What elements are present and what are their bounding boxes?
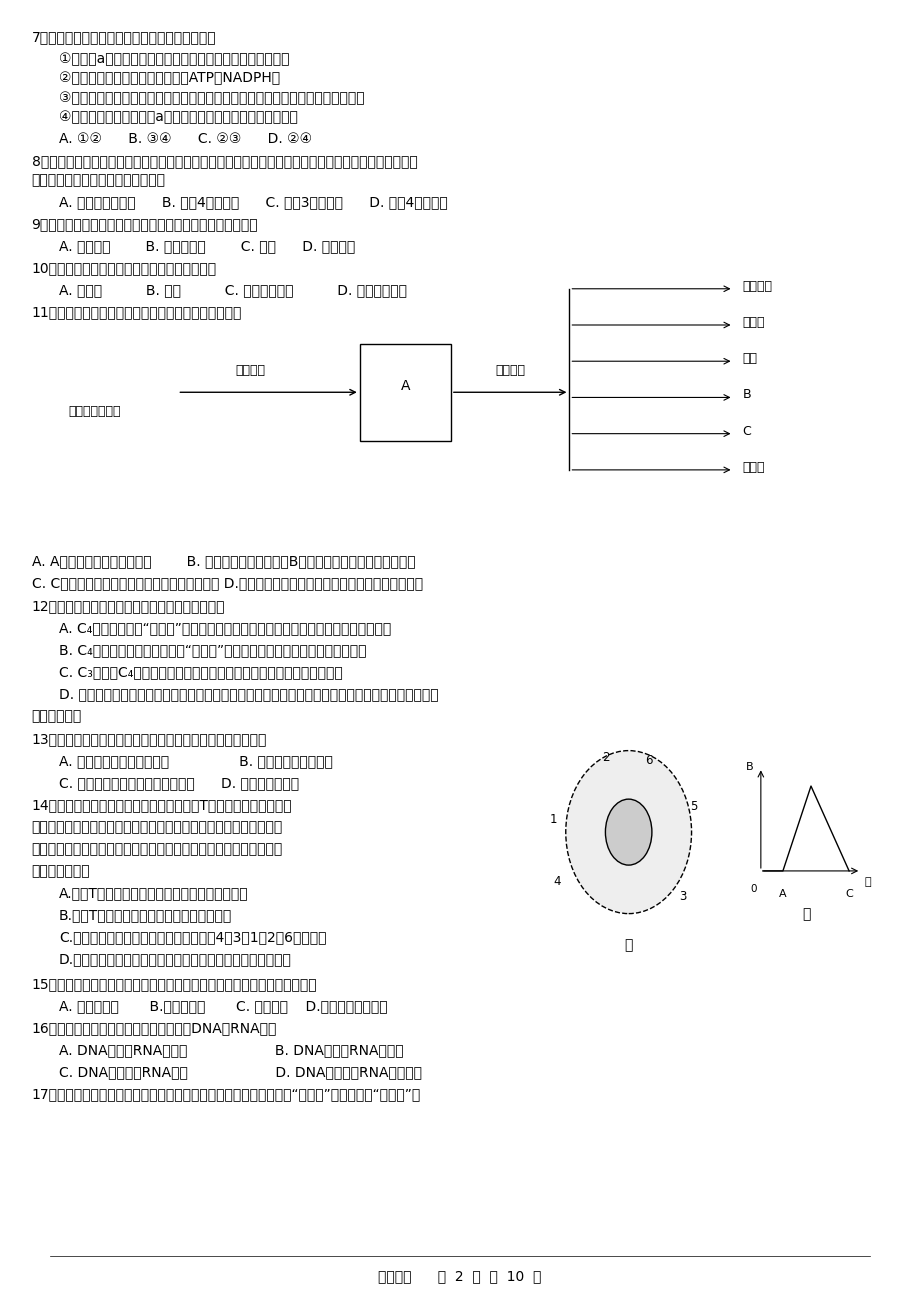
Text: 汗腺: 汗腺: [742, 352, 756, 365]
Text: 立毛肌: 立毛肌: [742, 316, 765, 329]
Text: 6: 6: [644, 754, 652, 767]
Text: B: B: [742, 388, 751, 401]
Text: 传入神经: 传入神经: [235, 363, 265, 376]
Text: A. 细胞融合        B. 单倍体育种        C. 克隆      D. 组织培养: A. 细胞融合 B. 单倍体育种 C. 克隆 D. 组织培养: [59, 240, 355, 254]
Text: 生物试卷      第  2  页  共  10  页: 生物试卷 第 2 页 共 10 页: [378, 1269, 541, 1284]
Text: C. C分泌的肾上腺素与甲状腺激素具有协同作用 D.在炎热环境时，人体主要通过减少产热来调节体温: C. C分泌的肾上腺素与甲状腺激素具有协同作用 D.在炎热环境时，人体主要通过减…: [31, 575, 422, 590]
Text: 15、在离体的植物器官、组织或细胞脱分化形成愈伤组织的过程中，不需要: 15、在离体的植物器官、组织或细胞脱分化形成愈伤组织的过程中，不需要: [31, 976, 317, 991]
Text: 14、研究表明在人体细胞免疫过程中，效应T细胞能够分泌一种称为: 14、研究表明在人体细胞免疫过程中，效应T细胞能够分泌一种称为: [31, 798, 292, 812]
Text: A. 具有控制相对性状的基因                B. 基因按分离定律遗传: A. 具有控制相对性状的基因 B. 基因按分离定律遗传: [59, 754, 333, 768]
Text: 17、科研人员采用基因工程技术将人胰岛素基因导入大肠杆菌，获得“工程菌”。通过对该“工程菌”大: 17、科研人员采用基因工程技术将人胰岛素基因导入大肠杆菌，获得“工程菌”。通过对…: [31, 1087, 420, 1101]
Text: 甲状腺: 甲状腺: [742, 461, 765, 474]
Text: A. ①②      B. ③④      C. ②③      D. ②④: A. ①② B. ③④ C. ②③ D. ②④: [59, 133, 312, 146]
Text: ④光照条件下某些叶綠素a能不断丢失和获得电子而形成电子流: ④光照条件下某些叶綠素a能不断丢失和获得电子而形成电子流: [59, 111, 298, 124]
Text: ③不同季节将光能转化为电能的色素不同，叶子变黄后主要是依颍叶黄素进行转化: ③不同季节将光能转化为电能的色素不同，叶子变黄后主要是依颍叶黄素进行转化: [59, 91, 364, 105]
Text: 12、下列有关光合作用和生物固氮的叙述正确的是: 12、下列有关光合作用和生物固氮的叙述正确的是: [31, 599, 225, 613]
Text: 乙: 乙: [801, 907, 810, 921]
Text: B.效应T细胞分泌穿孔素的过程属于效应阶段: B.效应T细胞分泌穿孔素的过程属于效应阶段: [59, 909, 232, 922]
Text: 皮肤温度感受器: 皮肤温度感受器: [68, 405, 120, 418]
Text: A.效应T细胞识别靶细胞与细胞膜上的糖蛋白有关: A.效应T细胞识别靶细胞与细胞膜上的糖蛋白有关: [59, 887, 248, 901]
Text: C: C: [742, 424, 751, 437]
Text: A: A: [778, 889, 786, 900]
Text: 2: 2: [601, 750, 609, 763]
Text: 皮肤血管: 皮肤血管: [742, 280, 772, 293]
Text: 1: 1: [550, 812, 557, 825]
Text: 传出神经: 传出神经: [494, 363, 525, 376]
Text: 7、下列有关光合作用光反应的说法中，正确的是: 7、下列有关光合作用光反应的说法中，正确的是: [31, 30, 216, 44]
Text: 可能对其编码的蛋白质结构影响最小: 可能对其编码的蛋白质结构影响最小: [31, 173, 165, 187]
Text: 0: 0: [750, 884, 756, 894]
Text: C. 基因结构分为编码区和非编码区      D. 基因不均等分配: C. 基因结构分为编码区和非编码区 D. 基因不均等分配: [59, 776, 299, 790]
Text: 说法不正确的是: 说法不正确的是: [31, 865, 90, 879]
Text: 11、下图为人体体温调节示意图，相关叙述不正确的是: 11、下图为人体体温调节示意图，相关叙述不正确的是: [31, 306, 242, 319]
Text: 9、下列生物技术中，可以克服植物杂交的远缘不亲和性的是: 9、下列生物技术中，可以克服植物杂交的远缘不亲和性的是: [31, 217, 258, 232]
Text: A. 置换单个碘基对      B. 增加4个碘基对      C. 缺匱3个碘基对      D. 缺匱4个碘基对: A. 置换单个碘基对 B. 增加4个碘基对 C. 缺匱3个碘基对 D. 缺匱4个…: [59, 195, 448, 210]
Text: D. 豆科植物与根瘤菌的互利共生关系主要体现在豆科植物从根瘤菌获得含氮有机物，根瘤菌从豆科植: D. 豆科植物与根瘤菌的互利共生关系主要体现在豆科植物从根瘤菌获得含氮有机物，根…: [59, 687, 438, 702]
Text: A. A为下丘脑，体温调节中枢        B. 人体受到寒冷刺激时，B骨骼肌会不自主战栅，热量增加: A. A为下丘脑，体温调节中枢 B. 人体受到寒冷刺激时，B骨骼肌会不自主战栅，…: [31, 553, 414, 568]
Ellipse shape: [565, 751, 691, 914]
Text: 时: 时: [864, 878, 870, 888]
Text: 5: 5: [690, 799, 698, 812]
Text: 物获得葡萄糖: 物获得葡萄糖: [31, 710, 82, 723]
Text: A. DNA相同，RNA也相同                    B. DNA相同，RNA不相同: A. DNA相同，RNA也相同 B. DNA相同，RNA不相同: [59, 1043, 403, 1057]
Text: B. C₄植物进行光合作用时，呈“花环型”的两圈细胞，只有内层细胞能合成淠粉: B. C₄植物进行光合作用时，呈“花环型”的两圈细胞，只有内层细胞能合成淠粉: [59, 643, 366, 658]
Text: C: C: [845, 889, 852, 900]
Text: 穿孔素的蛋白质。穿孔素可将被病毒感染的细胞或肿瘤细胞的膜溶解: 穿孔素的蛋白质。穿孔素可将被病毒感染的细胞或肿瘤细胞的膜溶解: [31, 820, 282, 835]
Text: C.穿孔素的合成及分泌需依次经过甲图中4、3、1、2、6等细胞器: C.穿孔素的合成及分泌需依次经过甲图中4、3、1、2、6等细胞器: [59, 931, 326, 944]
Text: 4: 4: [553, 875, 561, 888]
Text: A. 充足的光照       B.适宜的温度       C. 消毒灯菌    D.适宜的养料和激素: A. 充足的光照 B.适宜的温度 C. 消毒灯菌 D.适宜的养料和激素: [59, 999, 387, 1013]
Ellipse shape: [605, 799, 652, 865]
Text: 13、细胞质基因与细胞核基因比较，细胞质基因特有的特点是: 13、细胞质基因与细胞核基因比较，细胞质基因特有的特点是: [31, 733, 267, 746]
Text: ①叶綠素a失去电子即成为强氧化剂，失去的电子将转移给水: ①叶綠素a失去电子即成为强氧化剂，失去的电子将转移给水: [59, 52, 289, 66]
Text: A. C₄植物叶片内呈“花环型”的两圈细胞，由外到内依次是部分叶肉细胞和维管束细胞: A. C₄植物叶片内呈“花环型”的两圈细胞，由外到内依次是部分叶肉细胞和维管束细…: [59, 621, 391, 635]
Text: ②电能转化的活跃化学能可储存在ATP和NADPH中: ②电能转化的活跃化学能可储存在ATP和NADPH中: [59, 72, 279, 86]
Text: C. C₃植物和C₄植物细胞内的所有叶綠体色素都能吸收、传递和转换光能: C. C₃植物和C₄植物细胞内的所有叶綠体色素都能吸收、传递和转换光能: [59, 665, 342, 680]
Text: 10、下列除什么性状外，均由细菌质粒基因控制: 10、下列除什么性状外，均由细菌质粒基因控制: [31, 262, 216, 276]
Text: 3: 3: [679, 891, 686, 904]
Text: B: B: [745, 762, 753, 772]
Bar: [359, 344, 450, 441]
Text: D.经抗原刺激后，体内穿孔素含量随时间的变化可用乙图表示: D.经抗原刺激后，体内穿孔素含量随时间的变化可用乙图表示: [59, 953, 291, 966]
Text: 而形成孔洞，导致这些靶细胞解体死亡。下列与这一免疫过程有关的: 而形成孔洞，导致这些靶细胞解体死亡。下列与这一免疫过程有关的: [31, 842, 282, 857]
Text: C. DNA不相同，RNA相同                    D. DNA不相同，RNA也不相同: C. DNA不相同，RNA相同 D. DNA不相同，RNA也不相同: [59, 1065, 422, 1079]
Text: 16、大熊猫身体不同的组织细胞中所含的DNA和RNA是：: 16、大熊猫身体不同的组织细胞中所含的DNA和RNA是：: [31, 1021, 277, 1035]
Text: 8、原核生物中某一基因的编码区起始端减少了一个碘基对。在缺失位点的附近，再发生下列哪种情况有: 8、原核生物中某一基因的编码区起始端减少了一个碘基对。在缺失位点的附近，再发生下…: [31, 154, 417, 168]
Text: A: A: [400, 379, 410, 393]
Text: 甲: 甲: [624, 939, 632, 952]
Text: A. 抗药性          B. 固氮          C. 抗生素的合成          D. 呼吸酶的合成: A. 抗药性 B. 固氮 C. 抗生素的合成 D. 呼吸酶的合成: [59, 284, 406, 298]
